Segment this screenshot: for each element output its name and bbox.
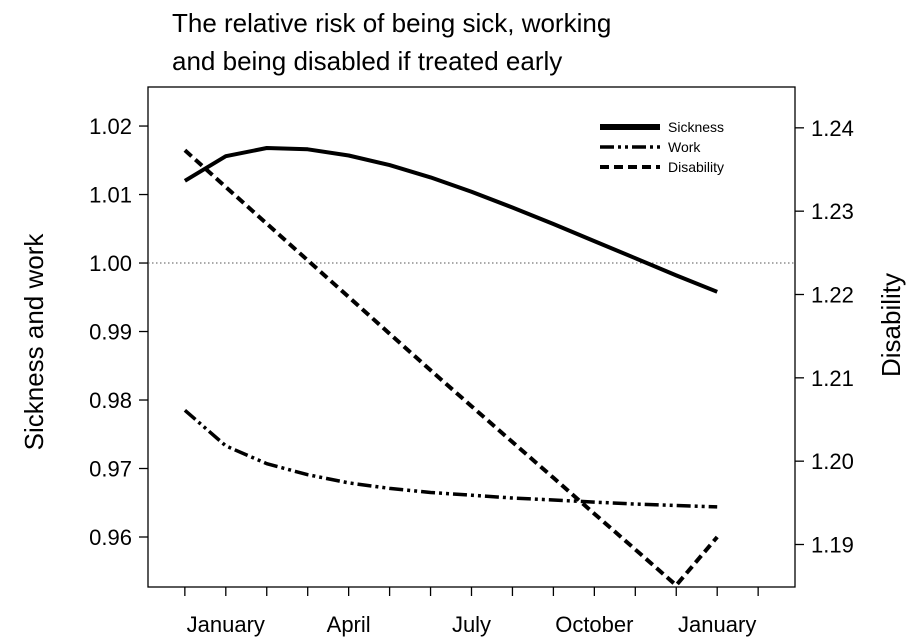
series-line-sickness (183, 146, 718, 294)
series-line-disability (183, 148, 719, 588)
left-y-axis-label: Sickness and work (19, 233, 49, 451)
x-tick-label: October (555, 612, 633, 637)
series-line-work (183, 408, 718, 509)
x-tick-label: July (452, 612, 491, 637)
legend-label: Disability (668, 159, 724, 175)
chart-title-line-2: and being disabled if treated early (172, 46, 562, 76)
left-y-tick-label: 0.99 (89, 320, 132, 345)
right-y-axis: 1.19 1.20 1.21 1.22 1.23 1.24 (795, 116, 854, 558)
left-y-tick-label: 0.96 (89, 525, 132, 550)
right-y-tick-label: 1.22 (811, 283, 854, 308)
legend: Sickness Work Disability (600, 119, 724, 175)
right-y-tick-label: 1.19 (811, 533, 854, 558)
x-tick-label: January (187, 612, 265, 637)
legend-label: Sickness (668, 119, 724, 135)
left-y-axis: 0.96 0.97 0.98 0.99 1.00 1.01 1.02 (89, 114, 148, 550)
legend-label: Work (668, 139, 701, 155)
series-layer (183, 146, 719, 588)
right-y-tick-label: 1.20 (811, 449, 854, 474)
left-y-tick-label: 1.01 (89, 183, 132, 208)
right-y-tick-label: 1.23 (811, 199, 854, 224)
right-y-axis-label: Disability (876, 273, 906, 377)
right-y-tick-label: 1.24 (811, 116, 854, 141)
left-y-tick-label: 1.02 (89, 114, 132, 139)
left-y-tick-label: 0.97 (89, 457, 132, 482)
x-axis: January April July October January (184, 587, 759, 637)
x-tick-label: January (678, 612, 756, 637)
right-y-tick-label: 1.21 (811, 366, 854, 391)
x-tick-label: April (327, 612, 371, 637)
chart-title-line-1: The relative risk of being sick, working (172, 8, 611, 38)
left-y-tick-label: 0.98 (89, 388, 132, 413)
left-y-tick-label: 1.00 (89, 251, 132, 276)
